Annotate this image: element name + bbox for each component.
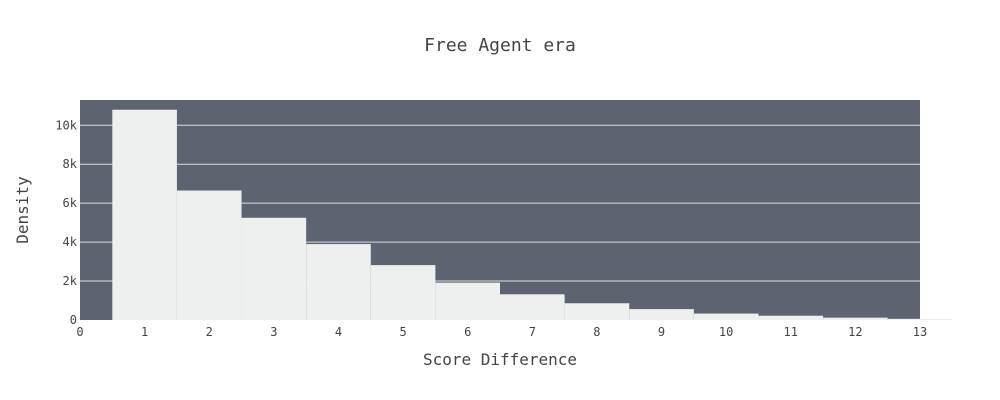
x-tick-label: 9: [658, 325, 665, 339]
x-tick-label: 2: [206, 325, 213, 339]
histogram-bar: [500, 294, 565, 320]
x-tick-label: 4: [335, 325, 342, 339]
histogram-bar: [176, 190, 242, 320]
x-tick-label: 1: [141, 325, 148, 339]
chart-title: Free Agent era: [424, 35, 576, 56]
x-tick-label: 3: [270, 325, 277, 339]
histogram-bar: [370, 265, 436, 320]
x-tick-label: 12: [848, 325, 862, 339]
x-tick-label: 6: [464, 325, 471, 339]
histogram-bar: [629, 309, 694, 320]
y-tick-label: 2k: [63, 274, 78, 288]
y-tick-label: 0: [70, 313, 77, 327]
histogram-bar: [306, 244, 371, 320]
y-tick-label: 4k: [63, 235, 78, 249]
y-axis-title: Density: [13, 176, 32, 244]
x-tick-label: 10: [719, 325, 733, 339]
y-tick-label: 10k: [55, 118, 77, 132]
x-tick-label: 5: [399, 325, 406, 339]
x-tick-label: 0: [76, 325, 83, 339]
x-tick-label: 11: [784, 325, 798, 339]
y-tick-label: 6k: [63, 196, 78, 210]
histogram-bar: [887, 318, 953, 320]
histogram-bar: [435, 282, 500, 320]
y-tick-label: 8k: [63, 157, 78, 171]
x-tick-label: 13: [913, 325, 927, 339]
histogram-bar: [693, 313, 759, 320]
histogram-bar: [112, 109, 177, 320]
x-tick-label: 7: [529, 325, 536, 339]
x-tick-label: 8: [593, 325, 600, 339]
histogram-bar: [758, 315, 824, 320]
x-axis-title: Score Difference: [423, 350, 577, 369]
histogram-bar: [823, 317, 888, 320]
histogram-bar: [564, 303, 630, 320]
histogram-bar: [241, 217, 307, 320]
